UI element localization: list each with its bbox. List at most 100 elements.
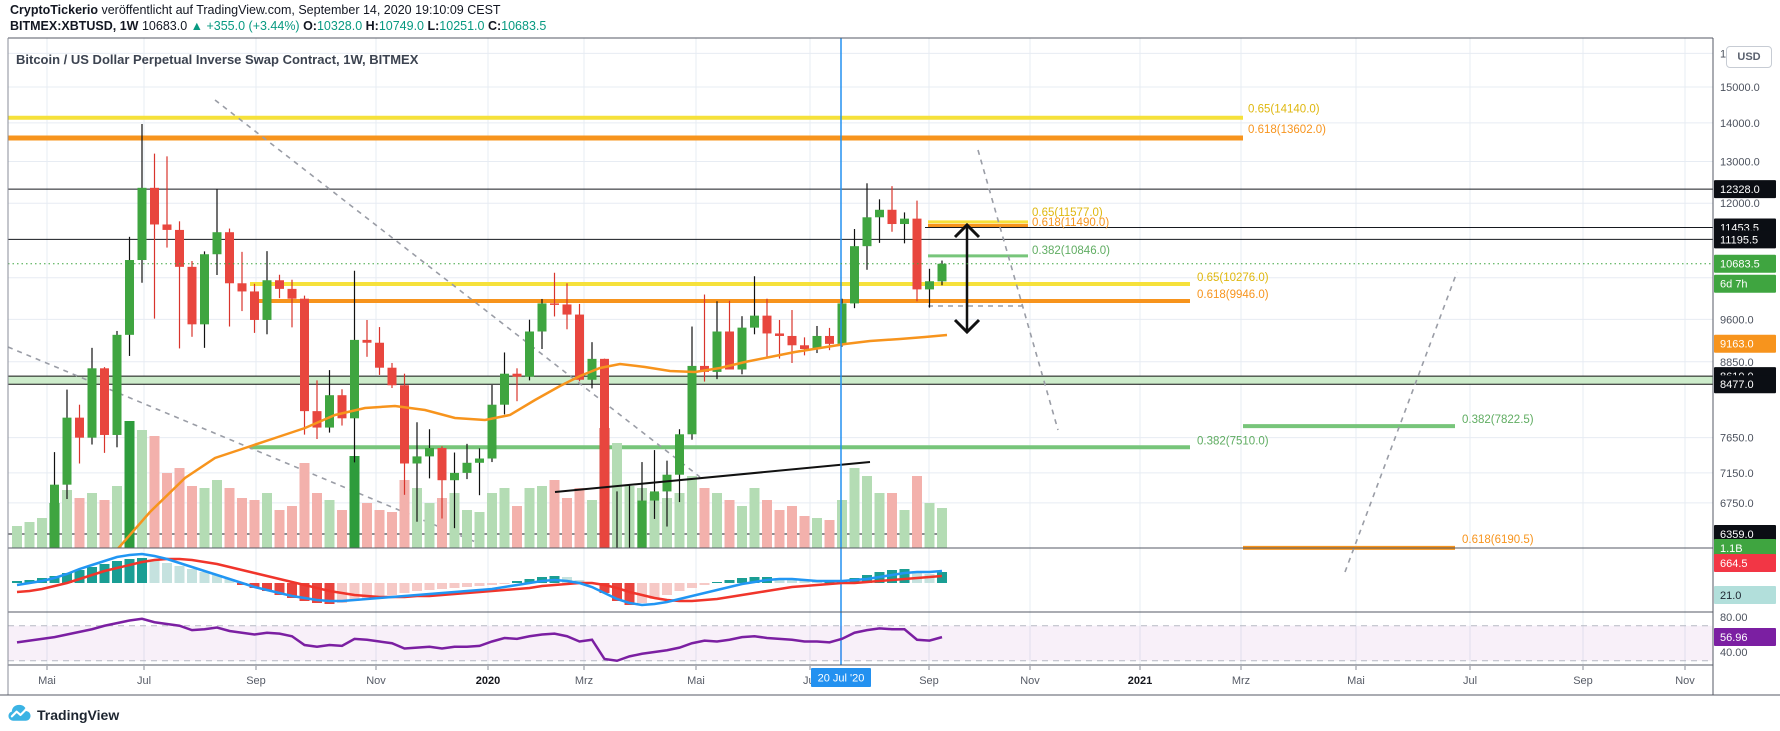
- volume-bar: [849, 468, 860, 548]
- macd-hist-bar: [674, 583, 685, 591]
- ma-line[interactable]: [115, 333, 948, 552]
- candle-body: [187, 266, 197, 325]
- candle-body: [350, 339, 359, 419]
- candle-body: [712, 331, 722, 372]
- open-label: O:: [299, 19, 317, 33]
- macd-hist-bar: [649, 583, 660, 599]
- candle-body: [550, 303, 559, 305]
- bar-countdown-badge: 6d 7h: [1714, 274, 1776, 293]
- time-axis[interactable]: Mai Jul Sep Nov 2020 Mrz Mai Jul Sep Nov 2021 Mrz Ma…: [38, 666, 1695, 687]
- candle-body: [362, 339, 372, 343]
- macd-hist-bar: [474, 583, 485, 586]
- volume-bar: [737, 506, 747, 548]
- price-badge: 12328.0: [1714, 180, 1776, 199]
- price-badge: 664.5: [1714, 554, 1776, 572]
- fib-label: 0.382(7510.0): [1197, 435, 1269, 447]
- volume-bar: [562, 498, 572, 548]
- volume-bar: [749, 488, 760, 548]
- volume-bar: [899, 510, 910, 548]
- candle-body: [687, 365, 697, 435]
- candle-body: [737, 327, 747, 370]
- macd-hist-bar: [124, 559, 135, 583]
- time-axis-label: Mrz: [1232, 675, 1250, 687]
- time-axis-label: Jul: [1463, 675, 1477, 687]
- candle-body: [875, 209, 884, 218]
- measure-arrow[interactable]: [953, 222, 981, 335]
- candle-body: [250, 291, 259, 320]
- fib-label: 0.618(6190.5): [1462, 534, 1534, 546]
- macd-hist-bar: [437, 583, 447, 589]
- price-badge: 21.0: [1714, 586, 1776, 604]
- solid-trendline[interactable]: [554, 461, 871, 493]
- symbol-name: BITMEX:XBTUSD, 1W: [10, 19, 139, 33]
- price-axis-label: 13000.0: [1720, 157, 1760, 169]
- candle-body: [412, 456, 422, 464]
- tradingview-logo[interactable]: TradingView: [8, 703, 119, 726]
- price-axis[interactable]: 16000.015000.014000.013000.012000.09600.…: [1714, 48, 1776, 659]
- indicator-axis-label: 80.00: [1720, 612, 1748, 624]
- time-axis-label: Sep: [1573, 675, 1593, 687]
- candle-body: [487, 404, 497, 459]
- currency-unit-button[interactable]: USD: [1726, 46, 1772, 68]
- macd-hist-bar: [612, 583, 622, 601]
- volume-bar: [824, 520, 835, 548]
- fib-label: 0.382(10846.0): [1032, 245, 1110, 257]
- high-value: 10749.0: [378, 19, 425, 33]
- volume-bar: [524, 488, 535, 548]
- time-axis-label: Nov: [1675, 675, 1695, 687]
- badge-label: 1.1B: [1720, 543, 1743, 555]
- candle-body: [425, 447, 434, 457]
- volume-bar: [487, 493, 497, 548]
- macd-hist-bar: [399, 583, 410, 593]
- macd-hist-bar: [412, 583, 422, 591]
- dashed-trendline: [214, 99, 701, 478]
- badge-label: 8477.0: [1720, 379, 1754, 391]
- volume-bar: [312, 493, 322, 548]
- macd-hist-bar: [137, 558, 147, 583]
- publication-info: veröffentlicht auf TradingView.com, Sept…: [98, 3, 501, 17]
- badge-bg: [1714, 274, 1776, 293]
- candle-body: [112, 334, 122, 435]
- badge-bg: [1714, 586, 1776, 604]
- volume-bar: [724, 500, 735, 548]
- time-axis-label: 2021: [1128, 675, 1152, 687]
- macd-hist-bar: [774, 578, 785, 583]
- volume-bar: [374, 510, 385, 548]
- volume-bar: [387, 512, 397, 548]
- badge-bg: [1714, 254, 1776, 273]
- volume-bar: [324, 500, 335, 548]
- candle-body: [475, 458, 484, 463]
- candle-body: [512, 373, 522, 377]
- candle-body: [62, 417, 72, 485]
- time-axis-label: Sep: [246, 675, 266, 687]
- macd-hist-bar: [149, 560, 160, 583]
- volume-bar: [424, 503, 435, 548]
- volume-bar: [774, 510, 785, 548]
- macd-pane[interactable]: [12, 552, 947, 607]
- volume-bar: [649, 493, 660, 548]
- candle-body: [437, 447, 447, 481]
- volume-bar: [924, 503, 935, 548]
- candle-body: [400, 385, 409, 464]
- volume-bar: [499, 488, 510, 548]
- event-date-badge[interactable]: 20 Jul '20: [811, 668, 871, 687]
- time-axis-label: 2020: [476, 675, 500, 687]
- rsi-pane[interactable]: [8, 617, 1713, 663]
- volume-bar: [112, 486, 122, 548]
- volume-bar: [712, 493, 722, 548]
- macd-hist-bar: [449, 583, 460, 588]
- macd-hist-bar: [112, 561, 122, 583]
- arrow-up-head-icon: [953, 222, 981, 239]
- volume-bar: [124, 421, 135, 548]
- badge-label: 11195.5: [1720, 234, 1758, 246]
- candle-body: [762, 315, 772, 334]
- fib-label: 0.618(9946.0): [1197, 289, 1269, 301]
- fib-labels-layer: 0.65(14140.0) 0.618(13602.0) 0.65(11577.0)…: [1032, 104, 1534, 546]
- volume-bar: [287, 506, 297, 548]
- low-value: 10251.0: [439, 19, 485, 33]
- macd-hist-bar: [799, 580, 810, 583]
- candle-body: [462, 462, 472, 473]
- macd-signal-line: [16, 557, 943, 603]
- volume-bar: [24, 522, 35, 548]
